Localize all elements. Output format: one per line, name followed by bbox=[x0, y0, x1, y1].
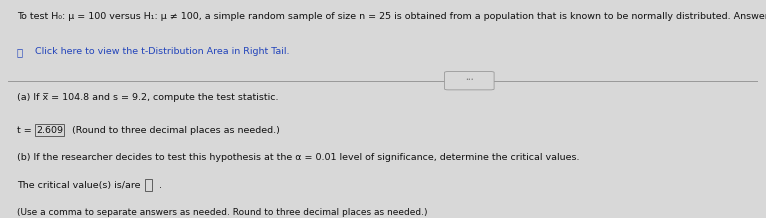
Text: (Round to three decimal places as needed.): (Round to three decimal places as needed… bbox=[69, 126, 280, 135]
Text: •••: ••• bbox=[465, 77, 473, 82]
Text: ⯀: ⯀ bbox=[17, 47, 23, 57]
Text: (b) If the researcher decides to test this hypothesis at the α = 0.01 level of s: (b) If the researcher decides to test th… bbox=[17, 153, 579, 162]
Text: (a) If x̅ = 104.8 and s = 9.2, compute the test statistic.: (a) If x̅ = 104.8 and s = 9.2, compute t… bbox=[17, 93, 278, 102]
FancyBboxPatch shape bbox=[444, 72, 494, 90]
Text: The critical value(s) is/are: The critical value(s) is/are bbox=[17, 181, 140, 189]
Text: t =: t = bbox=[17, 126, 34, 135]
Text: 2.609: 2.609 bbox=[36, 126, 63, 135]
Text: Click here to view the t-Distribution Area in Right Tail.: Click here to view the t-Distribution Ar… bbox=[34, 47, 290, 56]
Text: .: . bbox=[159, 181, 162, 189]
Text: (Use a comma to separate answers as needed. Round to three decimal places as nee: (Use a comma to separate answers as need… bbox=[17, 208, 427, 217]
Text: To test H₀: μ = 100 versus H₁: μ ≠ 100, a simple random sample of size n = 25 is: To test H₀: μ = 100 versus H₁: μ ≠ 100, … bbox=[17, 12, 766, 21]
